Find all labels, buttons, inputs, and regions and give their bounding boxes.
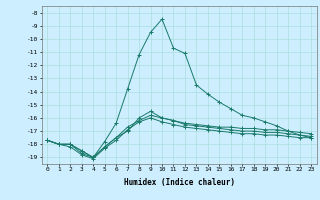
X-axis label: Humidex (Indice chaleur): Humidex (Indice chaleur): [124, 178, 235, 187]
